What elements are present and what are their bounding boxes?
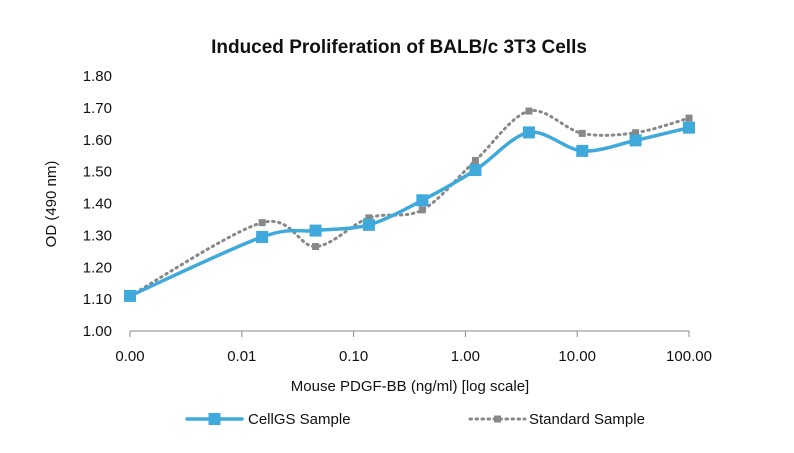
cellgs-sample-point <box>576 144 589 157</box>
legend-marker-swatch <box>494 415 501 423</box>
cellgs-sample-line <box>128 125 691 298</box>
cellgs-sample-point <box>124 289 136 302</box>
standard-sample-point <box>578 129 586 137</box>
legend: CellGS Sample Standard Sample <box>185 411 645 428</box>
x-axis-ticks: 0.00 0.01 0.10 1.00 10.00 100.00 <box>115 331 712 365</box>
y-tick-label: 1.00 <box>83 323 112 340</box>
y-tick-label: 1.60 <box>83 132 112 149</box>
legend-label: CellGS Sample <box>248 411 351 428</box>
y-tick-label: 1.10 <box>83 291 112 308</box>
x-tick-label: 0.00 <box>115 348 144 365</box>
y-axis-ticks: 1.00 1.10 1.20 1.30 1.40 1.50 1.60 1.70 1.80 <box>83 68 112 340</box>
cellgs-sample-point <box>256 230 269 243</box>
y-tick-label: 1.40 <box>83 196 112 213</box>
cellgs-sample-point <box>309 224 322 237</box>
cellgs-sample-point <box>416 194 429 207</box>
x-axis-label: Mouse PDGF-BB (ng/ml) [log scale] <box>291 378 529 395</box>
cellgs-sample-point <box>522 126 535 139</box>
legend-item-cellgs-sample: CellGS Sample <box>185 411 351 428</box>
y-tick-label: 1.80 <box>83 68 112 85</box>
standard-sample-line <box>128 109 691 298</box>
series-cellgs-sample <box>124 121 695 302</box>
legend-item-standard-sample: Standard Sample <box>468 411 645 428</box>
standard-sample-point <box>525 107 533 115</box>
standard-sample-point <box>632 129 640 137</box>
cellgs-sample-point <box>469 164 482 177</box>
cellgs-sample-point <box>683 121 695 134</box>
standard-sample-point <box>471 156 479 164</box>
x-tick-label: 0.10 <box>339 348 368 365</box>
standard-sample-point <box>418 206 426 214</box>
x-tick-label: 10.00 <box>558 348 596 365</box>
standard-sample-point <box>312 243 320 251</box>
standard-sample-point <box>685 114 693 122</box>
cellgs-sample-point <box>362 218 375 231</box>
y-tick-label: 1.20 <box>83 259 112 276</box>
legend-label: Standard Sample <box>529 411 645 428</box>
x-tick-label: 1.00 <box>451 348 480 365</box>
legend-marker-swatch <box>208 413 221 425</box>
series-layer <box>124 107 695 302</box>
y-axis-label: OD (490 nm) <box>43 161 60 248</box>
cellgs-sample-point <box>629 134 642 147</box>
y-tick-label: 1.70 <box>83 100 112 117</box>
standard-sample-point <box>258 219 266 227</box>
x-tick-label: 0.01 <box>227 348 256 365</box>
series-standard-sample <box>126 107 693 300</box>
chart-title: Induced Proliferation of BALB/c 3T3 Cell… <box>211 37 587 58</box>
y-tick-label: 1.50 <box>83 164 112 181</box>
x-tick-label: 100.00 <box>666 348 712 365</box>
standard-sample-point <box>365 214 373 222</box>
y-tick-label: 1.30 <box>83 227 112 244</box>
